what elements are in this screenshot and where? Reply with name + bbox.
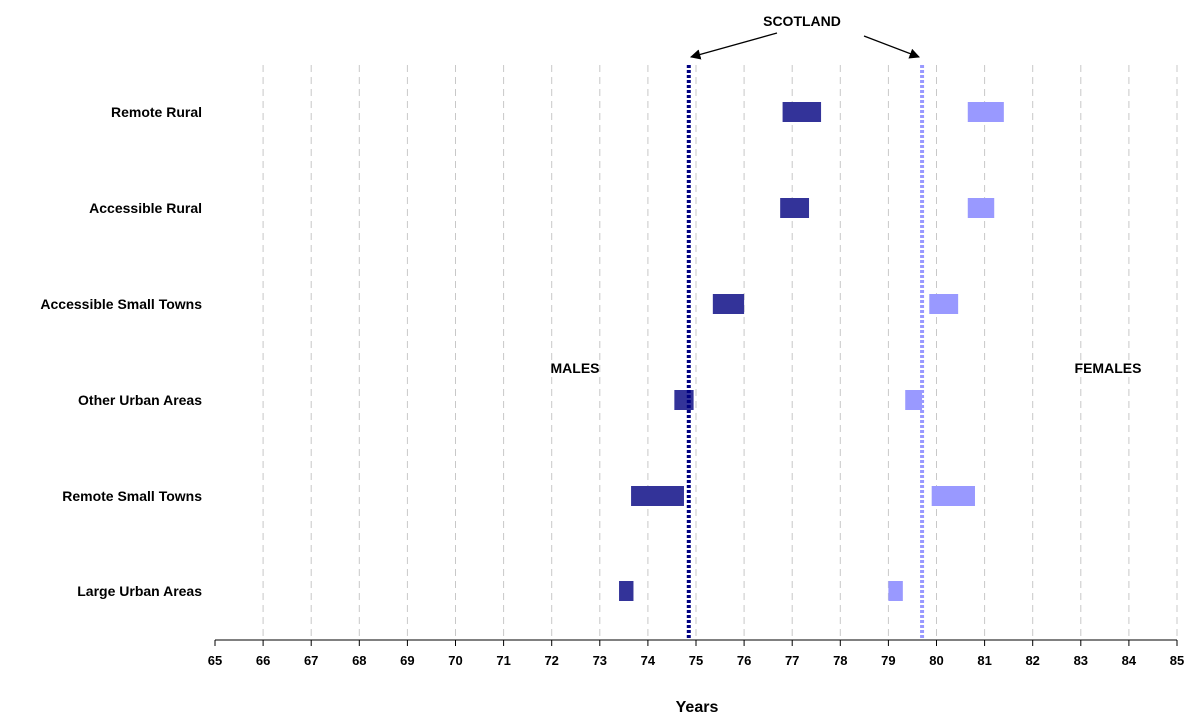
scotland-arrow-left — [689, 32, 778, 60]
x-tick-label: 77 — [785, 653, 799, 668]
males-range-bar — [780, 198, 810, 218]
scotland-arrow-right — [863, 35, 920, 59]
x-tick-label: 84 — [1122, 653, 1137, 668]
scotland-label: SCOTLAND — [763, 13, 841, 29]
females-range-bar — [888, 581, 903, 601]
x-tick-label: 79 — [881, 653, 895, 668]
category-label: Accessible Rural — [89, 200, 202, 216]
category-label: Accessible Small Towns — [40, 296, 202, 312]
x-tick-label: 67 — [304, 653, 318, 668]
category-label: Remote Rural — [111, 104, 202, 120]
males-range-bar — [619, 581, 634, 601]
males-range-bar — [631, 486, 684, 506]
females-label: FEMALES — [1075, 360, 1142, 376]
x-axis: 65 66 67 68 69 70 71 72 73 74 75 76 77 78 79 80 81 82 83 84… — [208, 639, 1184, 668]
range-bars — [619, 102, 1004, 601]
x-tick-label: 74 — [641, 653, 656, 668]
category-label: Large Urban Areas — [77, 583, 202, 599]
x-tick-label: 68 — [352, 653, 366, 668]
females-range-bar — [929, 294, 959, 314]
x-tick-label: 69 — [400, 653, 414, 668]
x-tick-label: 66 — [256, 653, 270, 668]
x-axis-title: Years — [676, 699, 719, 713]
x-tick-label: 82 — [1025, 653, 1039, 668]
x-tick-label: 65 — [208, 653, 222, 668]
x-tick-label: 80 — [929, 653, 943, 668]
scotland-reference-lines — [686, 65, 925, 640]
x-tick-label: 70 — [448, 653, 462, 668]
males-range-bar — [712, 294, 745, 314]
x-tick-label: 71 — [496, 653, 510, 668]
x-tick-label: 75 — [689, 653, 703, 668]
females-range-bar — [905, 390, 923, 410]
category-label: Other Urban Areas — [78, 392, 202, 408]
males-range-bar — [782, 102, 822, 122]
gridlines — [262, 65, 1178, 640]
females-range-bar — [931, 486, 975, 506]
females-range-bar — [967, 198, 995, 218]
females-range-bar — [967, 102, 1004, 122]
x-tick-label: 81 — [977, 653, 991, 668]
x-tick-label: 85 — [1170, 653, 1184, 668]
x-tick-label: 78 — [833, 653, 847, 668]
males-label: MALES — [551, 360, 600, 376]
x-tick-label: 72 — [544, 653, 558, 668]
annotations: SCOTLAND MALES FEMALES — [551, 13, 1142, 376]
category-labels: Remote Rural Accessible Rural Accessible S… — [40, 104, 202, 599]
x-tick-label: 76 — [737, 653, 751, 668]
category-label: Remote Small Towns — [62, 488, 202, 504]
x-tick-label: 73 — [593, 653, 607, 668]
x-tick-label: 83 — [1074, 653, 1088, 668]
